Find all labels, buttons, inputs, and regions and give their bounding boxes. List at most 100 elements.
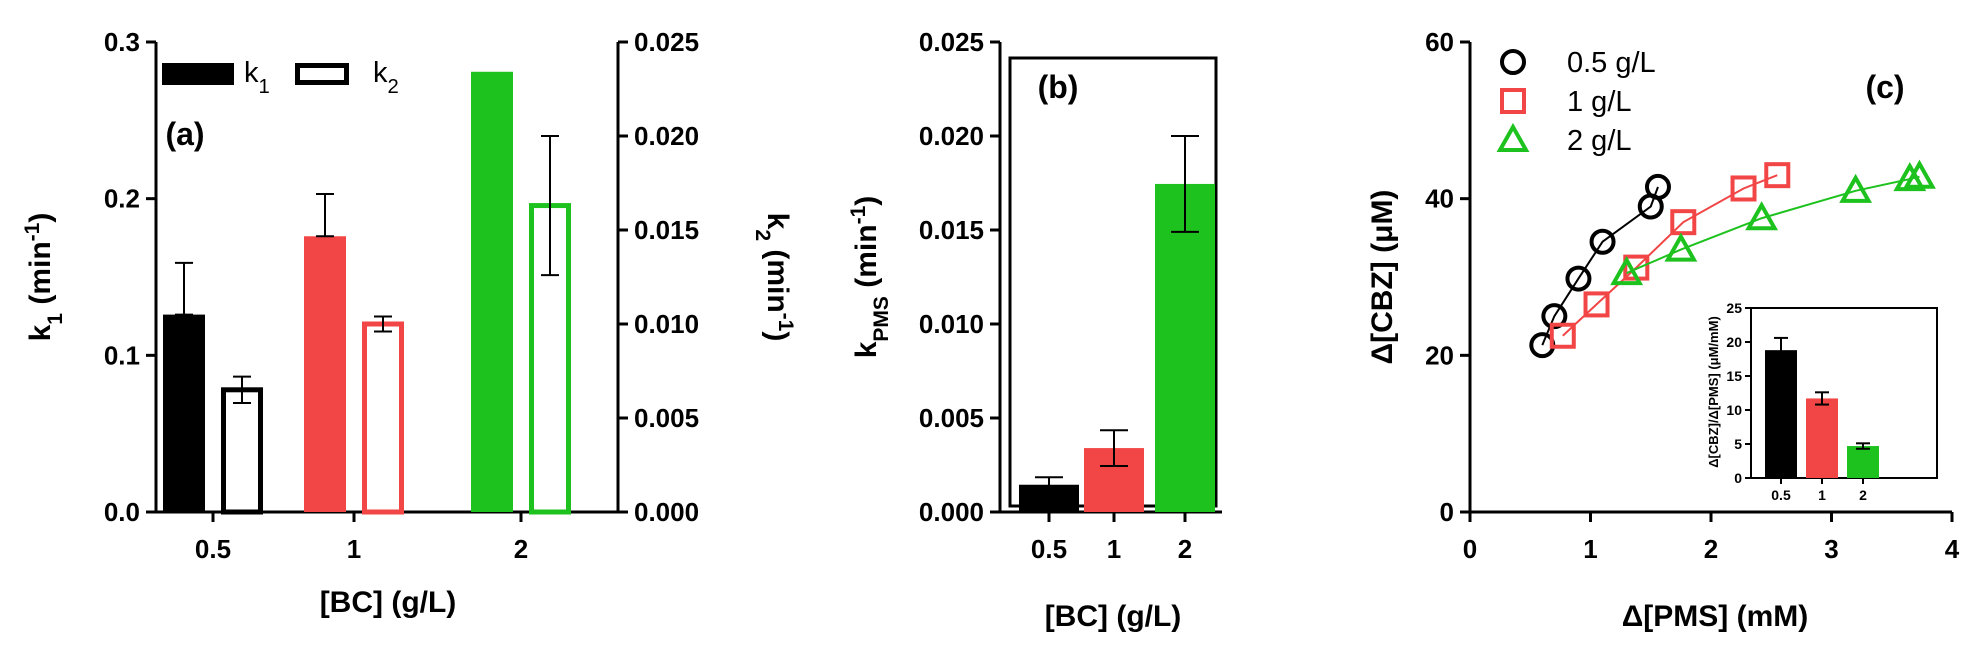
y-tick-label-right: 0.010 bbox=[634, 309, 699, 339]
bar-k1 bbox=[471, 71, 513, 513]
y-axis-label-part: PMS bbox=[870, 296, 893, 342]
y-tick-label: 40 bbox=[1425, 184, 1454, 214]
data-point-triangle bbox=[1893, 162, 1927, 192]
bar-k1 bbox=[163, 314, 205, 512]
inset-y-tick-label: 5 bbox=[1734, 436, 1742, 452]
inset-y-tick-label: 20 bbox=[1726, 334, 1742, 350]
data-point-circle bbox=[1541, 303, 1568, 330]
y-axis-label-part: k bbox=[850, 341, 883, 358]
inset-y-tick-label: 0 bbox=[1734, 470, 1742, 486]
legend-swatch-k2 bbox=[295, 63, 349, 85]
inset-x-tick-label: 1 bbox=[1818, 487, 1826, 503]
y-axis-label-left-part: (min bbox=[24, 241, 57, 313]
y-axis-label: kPMS (min-1) bbox=[847, 196, 893, 359]
inset-x-tick-label: 2 bbox=[1859, 487, 1867, 503]
y-axis-label-right: k2 (min-1) bbox=[752, 213, 798, 342]
y-tick-label: 20 bbox=[1425, 340, 1454, 370]
y-tick-label-left: 0.1 bbox=[104, 340, 140, 370]
panel-label: (c) bbox=[1865, 69, 1904, 105]
data-point-circle bbox=[1565, 265, 1592, 292]
legend-label: 0.5 g/L bbox=[1567, 47, 1656, 79]
data-point-triangle bbox=[1839, 173, 1873, 203]
x-tick-label: 2 bbox=[1704, 534, 1718, 564]
data-point-square bbox=[1730, 175, 1757, 202]
inset-y-tick-label: 10 bbox=[1726, 402, 1742, 418]
y-axis-label-left-part: -1 bbox=[21, 222, 44, 241]
y-axis-label-part: ) bbox=[850, 196, 883, 206]
inset-x-tick-label: 0.5 bbox=[1771, 487, 1791, 503]
y-tick-label-right: 0.025 bbox=[634, 27, 699, 57]
y-axis-label-left-part: k bbox=[24, 324, 57, 341]
y-tick-label: 0.020 bbox=[919, 121, 984, 151]
x-axis-label: Δ[PMS] (mM) bbox=[1622, 600, 1809, 633]
x-tick-label: 1 bbox=[1107, 534, 1121, 564]
x-axis-label: [BC] (g/L) bbox=[1045, 600, 1182, 633]
data-point-triangle bbox=[1903, 159, 1936, 189]
y-tick-label-left: 0.2 bbox=[104, 184, 140, 214]
x-tick-label: 2 bbox=[1178, 534, 1192, 564]
legend-label-k2-part: 2 bbox=[388, 76, 399, 98]
bar-k2 bbox=[221, 387, 263, 515]
legend-marker-circle bbox=[1500, 49, 1526, 75]
panel-label: (b) bbox=[1038, 69, 1079, 105]
inset-chart: 0 5 10 15 20 25 0.5 1 2 Δ[CBZ]/Δ[PMS] (μM/mM) bbox=[1706, 300, 1938, 503]
bar-k2 bbox=[362, 321, 404, 515]
data-point-square bbox=[1549, 322, 1576, 349]
y-tick-label-left: 0.0 bbox=[104, 497, 140, 527]
legend-label-k1-part: k bbox=[244, 57, 259, 89]
inset-bar bbox=[1806, 398, 1838, 478]
y-tick-label: 0 bbox=[1440, 497, 1454, 527]
inset-y-axis-label: Δ[CBZ]/Δ[PMS] (μM/mM) bbox=[1706, 316, 1721, 468]
legend-marker-triangle bbox=[1496, 122, 1530, 152]
x-tick-label: 3 bbox=[1824, 534, 1838, 564]
series-line-1 bbox=[1562, 174, 1778, 337]
data-point-square bbox=[1670, 209, 1697, 236]
x-tick-label: 1 bbox=[1583, 534, 1597, 564]
data-point-triangle bbox=[1610, 256, 1644, 286]
y-tick-label-left: 0.3 bbox=[104, 27, 140, 57]
y-tick-label-right: 0.015 bbox=[634, 215, 699, 245]
panel-a-chart: 0.0 0.1 0.2 0.3 0.000 0.005 0.010 0.015 0.020 0.0… bbox=[21, 27, 798, 619]
x-tick-label: 4 bbox=[1945, 534, 1960, 564]
y-axis-label: Δ[CBZ] (μM) bbox=[1366, 190, 1399, 365]
bar-k1 bbox=[304, 236, 346, 512]
inset-y-tick-label: 25 bbox=[1726, 300, 1742, 316]
y-axis-label-right-part: k bbox=[761, 213, 794, 230]
y-axis-label-left-part: ) bbox=[24, 213, 57, 223]
y-axis-label-left-part: 1 bbox=[44, 313, 67, 325]
y-tick-label: 0.010 bbox=[919, 309, 984, 339]
legend-label-k1-part: 1 bbox=[259, 76, 270, 98]
y-axis-label-part: (min bbox=[850, 224, 883, 296]
data-point-triangle bbox=[1745, 201, 1779, 231]
x-tick-label: 1 bbox=[347, 534, 361, 564]
data-point-square bbox=[1583, 291, 1610, 318]
panel-label: (a) bbox=[165, 116, 204, 152]
panel-b-chart: 0.000 0.005 0.010 0.015 0.020 0.025 0.5 1 2 (b) [B… bbox=[847, 27, 1222, 633]
legend-label: 1 g/L bbox=[1567, 86, 1632, 118]
legend-label-k2: k2 bbox=[373, 57, 399, 98]
y-axis-label-right-part: 2 bbox=[752, 229, 775, 241]
data-point-circle bbox=[1644, 173, 1671, 200]
y-tick-label: 60 bbox=[1425, 27, 1454, 57]
bar bbox=[1155, 183, 1215, 512]
y-tick-label-right: 0.005 bbox=[634, 403, 699, 433]
x-tick-label: 0.5 bbox=[195, 534, 231, 564]
data-point-circle bbox=[1589, 228, 1616, 255]
data-point-triangle bbox=[1664, 232, 1698, 262]
series-line-0 bbox=[1541, 186, 1659, 346]
y-tick-label-right: 0.020 bbox=[634, 121, 699, 151]
inset-bar bbox=[1847, 446, 1879, 478]
inset-y-tick-label: 15 bbox=[1726, 368, 1742, 384]
y-axis-label-left: k1 (min-1) bbox=[21, 213, 67, 342]
legend-label-k2-part: k bbox=[373, 57, 388, 89]
legend-label-k1: k1 bbox=[244, 57, 270, 98]
y-axis-label-right-part: (min bbox=[761, 241, 794, 313]
legend-label: 2 g/L bbox=[1567, 125, 1632, 157]
y-axis-label-right-part: -1 bbox=[775, 313, 798, 332]
data-point-square bbox=[1764, 162, 1791, 189]
x-axis-label: [BC] (g/L) bbox=[320, 586, 457, 619]
legend-swatch-k1 bbox=[162, 63, 234, 85]
y-tick-label: 0.005 bbox=[919, 403, 984, 433]
